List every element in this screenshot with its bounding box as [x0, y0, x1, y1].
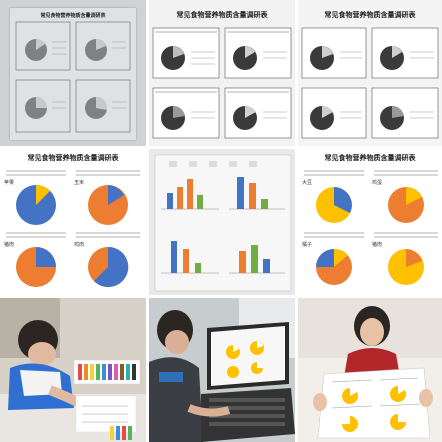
- sheet-title: 常见食物营养物质含量调研表: [176, 10, 268, 19]
- sheet-graphics: [6, 170, 140, 287]
- held-sheet: [317, 367, 431, 439]
- food-label: 猪肉: [372, 242, 383, 248]
- photo-scene: [298, 298, 442, 442]
- tile-color-pies-sheet-b: 常见食物营养物质含量调研表 大豆 鸡蛋 橘子 猪肉: [298, 149, 442, 295]
- tile-color-pies-sheet-a: 常见食物营养物质含量调研表 苹果 玉米 猪肉 鸡肉: [0, 149, 146, 295]
- paper-sheet: 常见食物营养物质含量调研表: [10, 8, 136, 140]
- laptop: [201, 322, 295, 442]
- sheet-title: 常见食物营养物质含量调研表: [324, 153, 416, 162]
- food-label: 玉米: [74, 180, 85, 186]
- food-label: 鸡蛋: [372, 180, 383, 186]
- sheet-title: 常见食物营养物质含量调研表: [27, 153, 119, 162]
- sheet-graphics: [152, 27, 292, 139]
- bar-chart: [167, 179, 203, 209]
- sheet-graphics: [301, 27, 439, 139]
- food-label: 猪肉: [4, 242, 15, 248]
- tile-child-drawing: [0, 298, 146, 442]
- photo-scene: [0, 298, 146, 442]
- marker-set: [73, 359, 141, 385]
- sheet-graphics: [304, 170, 438, 285]
- tile-printed-sheet-b: 常见食物营养物质含量调研表: [298, 0, 442, 146]
- food-label: 橘子: [302, 242, 313, 248]
- tile-child-laptop: [149, 298, 295, 442]
- bar-chart: [237, 177, 268, 209]
- child-shirt: [149, 357, 203, 442]
- tile-printed-sheet-a: 常见食物营养物质含量调研表: [149, 0, 295, 146]
- bar-chart: [239, 245, 270, 273]
- tile-bar-chart-sheet: [149, 149, 295, 295]
- tile-child-holding-sheet: [298, 298, 442, 442]
- sheet-graphics: [154, 154, 292, 292]
- tile-printed-table-photo: 常见食物营养物质含量调研表: [0, 0, 146, 146]
- food-label: 鸡肉: [74, 242, 85, 248]
- sheet-title: 常见食物营养物质含量调研表: [324, 10, 416, 19]
- sheet-title: 常见食物营养物质含量调研表: [40, 13, 106, 19]
- photo-scene: [149, 298, 295, 442]
- food-label: 大豆: [302, 180, 313, 186]
- bar-chart: [171, 241, 201, 273]
- food-label: 苹果: [4, 180, 15, 186]
- sheet-graphics: [15, 21, 131, 133]
